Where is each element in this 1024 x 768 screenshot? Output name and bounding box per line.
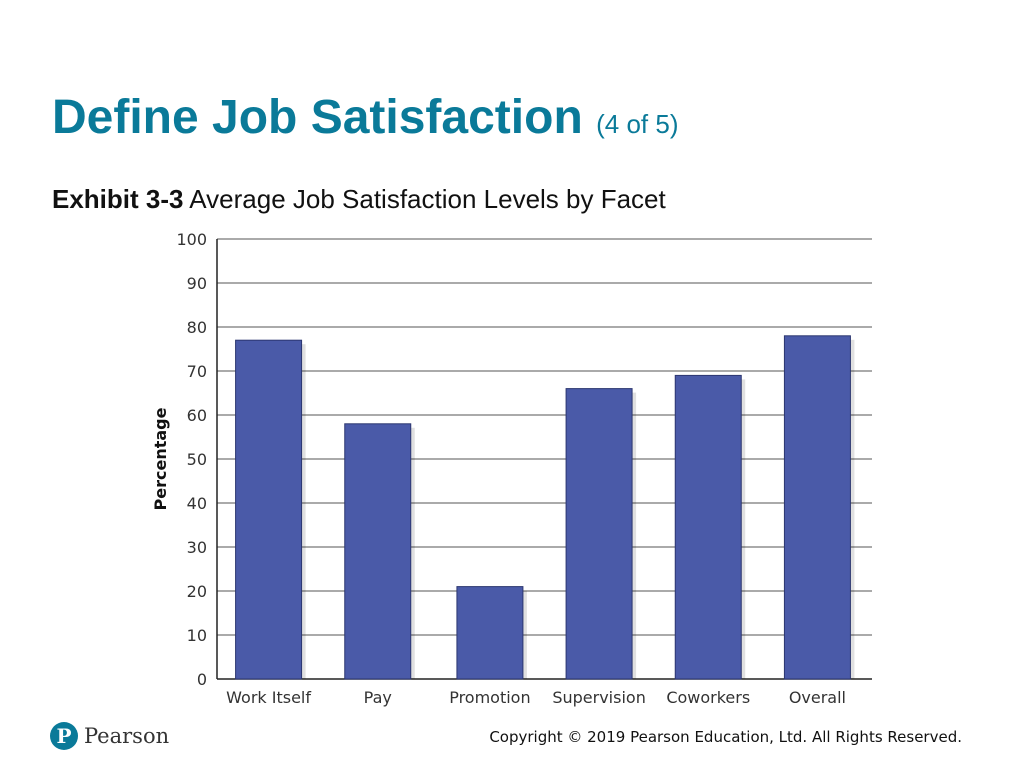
y-tick-label: 50 xyxy=(187,450,207,469)
pearson-brand-text: Pearson xyxy=(84,724,170,748)
bar xyxy=(565,388,633,680)
y-axis-ticks: 0 10 20 30 40 50 60 70 80 90 100 xyxy=(176,230,207,689)
bar xyxy=(456,586,524,680)
chart-gridlines xyxy=(217,238,872,680)
y-tick-label: 30 xyxy=(187,538,207,557)
y-tick-label: 0 xyxy=(197,670,207,689)
x-tick-label: Promotion xyxy=(449,688,530,707)
y-axis-title: Percentage xyxy=(151,407,170,510)
exhibit-caption: Exhibit 3-3 Average Job Satisfaction Lev… xyxy=(52,183,666,215)
x-tick-label: Overall xyxy=(789,688,846,707)
y-tick-label: 100 xyxy=(176,230,207,249)
y-tick-label: 40 xyxy=(187,494,207,513)
pearson-p-icon: P xyxy=(50,722,78,750)
exhibit-title: Average Job Satisfaction Levels by Facet xyxy=(189,184,666,214)
x-tick-label: Work Itself xyxy=(226,688,311,707)
y-tick-label: 80 xyxy=(187,318,207,337)
slide-title: Define Job Satisfaction (4 of 5) xyxy=(52,88,678,154)
x-tick-label: Supervision xyxy=(552,688,646,707)
y-tick-label: 70 xyxy=(187,362,207,381)
x-tick-label: Coworkers xyxy=(666,688,750,707)
y-tick-label: 90 xyxy=(187,274,207,293)
slide-part-indicator: (4 of 5) xyxy=(596,109,679,139)
bar xyxy=(674,374,742,680)
y-tick-label: 60 xyxy=(187,406,207,425)
bar xyxy=(783,335,851,680)
chart-bars xyxy=(235,335,855,680)
pearson-logo: P Pearson xyxy=(50,722,169,750)
x-axis-labels: Work Itself Pay Promotion Supervision Cowork… xyxy=(226,688,846,707)
copyright-notice: Copyright © 2019 Pearson Education, Ltd.… xyxy=(489,728,962,746)
bar xyxy=(344,423,412,680)
y-tick-label: 10 xyxy=(187,626,207,645)
x-tick-label: Pay xyxy=(364,688,392,707)
slide-title-text: Define Job Satisfaction xyxy=(52,91,583,144)
bar xyxy=(235,339,303,680)
exhibit-label: Exhibit 3-3 xyxy=(52,184,184,214)
y-tick-label: 20 xyxy=(187,582,207,601)
